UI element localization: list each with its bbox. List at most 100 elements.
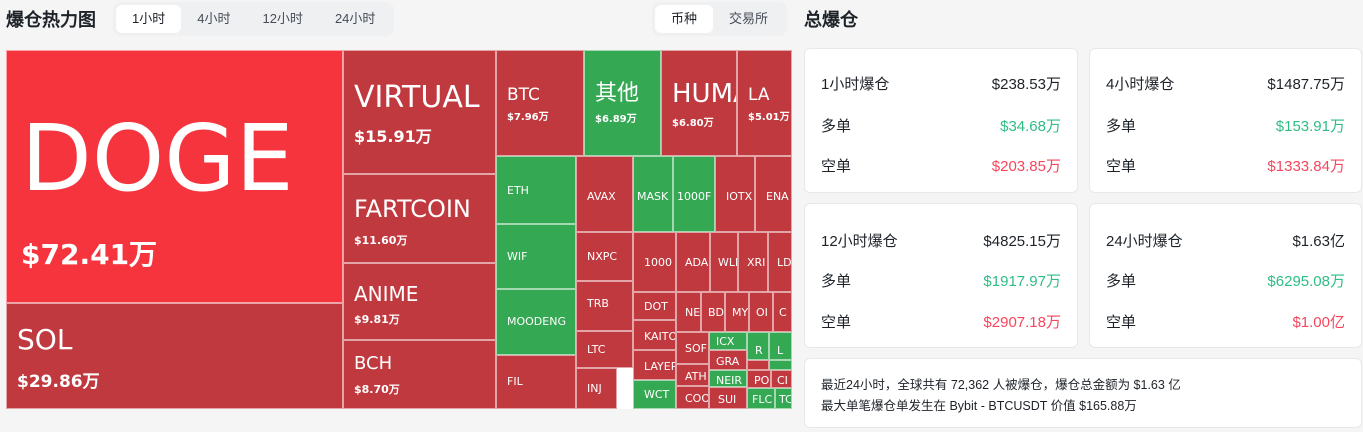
tile-symbol: SOF [685, 342, 707, 355]
tab-4h[interactable]: 4小时 [197, 11, 231, 26]
tab-12h[interactable]: 12小时 [262, 11, 303, 26]
heatmap-tile[interactable]: POI [747, 370, 771, 388]
heatmap-tile[interactable]: WIF [496, 224, 576, 289]
tile-symbol: TRB [587, 297, 609, 310]
card-total: $4825.15万 [983, 233, 1061, 250]
tile-symbol: NXPC [587, 250, 618, 263]
heatmap-tile[interactable] [747, 360, 769, 370]
tab-coin[interactable]: 币种 [655, 5, 714, 33]
heatmap-tile[interactable]: ICX [709, 332, 747, 350]
tile-symbol: LD [777, 256, 792, 269]
short-label: 空单 [821, 158, 852, 175]
tile-symbol: R [755, 344, 763, 357]
heatmap-tile[interactable]: KAITO [633, 320, 676, 350]
tile-symbol: ADA [685, 256, 709, 269]
tab-24h[interactable]: 24小时 [334, 11, 376, 26]
heatmap-tile[interactable]: FARTCOIN $11.60万 [343, 174, 496, 263]
heatmap-tile[interactable]: BD [701, 292, 725, 332]
heatmap-tile[interactable]: OI [749, 292, 773, 332]
tile-symbol: FIL [507, 375, 523, 388]
tile-symbol: BCH [354, 353, 393, 374]
heatmap-tile[interactable]: TRB [576, 281, 633, 331]
heatmap-tile[interactable]: FLC [747, 388, 775, 409]
heatmap-tile[interactable]: NEIR [709, 370, 747, 387]
tile-value: $29.86万 [17, 372, 100, 392]
tile-symbol: GRA [716, 355, 740, 368]
tile-symbol: INJ [587, 382, 602, 395]
heatmap-tile[interactable]: ATH [676, 364, 709, 386]
heatmap-tile[interactable]: WLI [710, 232, 738, 292]
long-amount: $34.68万 [1000, 118, 1061, 135]
heatmap-tile[interactable]: COO [676, 386, 709, 409]
heatmap-tile[interactable]: BCH $8.70万 [343, 340, 496, 409]
heatmap-tile[interactable]: WCT [633, 380, 676, 409]
summary-box: 最近24小时，全球共有 72,362 人被爆仓，爆仓总金额为 $1.63 亿 最… [804, 358, 1362, 428]
tile-symbol: HUMA [672, 79, 736, 109]
tile-value: $8.70万 [354, 383, 400, 396]
short-label: 空单 [821, 314, 852, 331]
heatmap-tile[interactable]: NE [676, 292, 701, 332]
tile-symbol: MASK [637, 190, 669, 203]
liquidation-heatmap: DOGE $72.41万 SOL $29.86万 VIRTUAL $15.91万 FARTC… [6, 50, 792, 409]
heatmap-tile[interactable]: VIRTUAL $15.91万 [343, 50, 496, 174]
card-total: $1.63亿 [1292, 233, 1345, 250]
tile-symbol: AVAX [587, 190, 616, 203]
heatmap-tile[interactable]: BTC $7.96万 [496, 50, 584, 156]
tile-value: $7.96万 [507, 112, 549, 123]
heatmap-tile[interactable]: MASK [633, 156, 673, 232]
heatmap-tile[interactable]: 1000 [633, 232, 676, 292]
heatmap-tile[interactable]: C [773, 292, 792, 332]
heatmap-tile[interactable]: SUI [709, 387, 747, 409]
heatmap-tile[interactable]: L [769, 332, 792, 360]
heatmap-tile[interactable]: MY [725, 292, 749, 332]
heatmap-tile[interactable]: ETH [496, 156, 576, 224]
heatmap-tile[interactable]: LA $5.01万 [737, 50, 792, 156]
heatmap-tile[interactable]: ANIME $9.81万 [343, 263, 496, 340]
summary-line-2: 最大单笔爆仓单发生在 Bybit - BTCUSDT 价值 $165.88万 [821, 399, 1137, 413]
heatmap-tile[interactable]: R [747, 332, 769, 360]
heatmap-tile[interactable]: DOT [633, 292, 676, 320]
tile-symbol: FLC [752, 393, 773, 406]
heatmap-tile[interactable] [769, 360, 792, 370]
tile-symbol: IOTX [726, 190, 753, 203]
long-amount: $6295.08万 [1267, 273, 1345, 290]
tile-symbol: XRI [747, 256, 766, 269]
heatmap-tile[interactable]: SOL $29.86万 [6, 303, 343, 409]
heatmap-tile[interactable]: FIL [496, 355, 576, 409]
long-label: 多单 [821, 273, 852, 290]
heatmap-tile[interactable]: 1000F [673, 156, 715, 232]
heatmap-tile[interactable]: CI [771, 370, 792, 388]
heatmap-tile[interactable]: LAYER [633, 350, 676, 380]
heatmap-tile[interactable]: LTC [576, 331, 633, 368]
tile-symbol: WIF [507, 250, 528, 263]
heatmap-tile[interactable]: HUMA $6.80万 [661, 50, 737, 156]
heatmap-tile[interactable]: LD [768, 232, 792, 292]
tile-symbol: NE [685, 306, 701, 319]
heatmap-tile[interactable]: AVAX [576, 156, 633, 232]
tile-symbol: SUI [718, 393, 737, 406]
heatmap-tile[interactable]: INJ [576, 368, 617, 409]
heatmap-tile[interactable]: MOODENG [496, 289, 576, 355]
tab-exchange[interactable]: 交易所 [729, 11, 769, 26]
tile-symbol: DOT [644, 300, 668, 313]
heatmap-tile[interactable]: GRA [709, 350, 747, 370]
heatmap-tile[interactable]: ADA [676, 232, 710, 292]
tab-1h[interactable]: 1小时 [116, 5, 182, 33]
view-tabs: 币种 交易所 [652, 2, 788, 36]
tile-symbol: BD [708, 306, 725, 319]
tile-symbol: MOODENG [507, 315, 566, 328]
card-label: 12小时爆仓 [821, 233, 898, 250]
heatmap-tile[interactable]: TC [775, 388, 792, 409]
heatmap-tile[interactable]: SOF [676, 332, 709, 364]
page-title: 爆仓热力图 [6, 10, 96, 30]
heatmap-tile[interactable]: IOTX [715, 156, 755, 232]
card-4h: 4小时爆仓 $1487.75万 多单 $153.91万 空单 $1333.84万 [1089, 48, 1362, 193]
tile-symbol: ENA [766, 190, 789, 203]
tile-symbol: NEIR [716, 374, 743, 387]
heatmap-tile[interactable]: XRI [738, 232, 768, 292]
heatmap-tile[interactable]: DOGE $72.41万 [6, 50, 343, 303]
tile-symbol: WCT [644, 388, 670, 401]
heatmap-tile[interactable]: ENA [755, 156, 792, 232]
heatmap-tile[interactable]: NXPC [576, 232, 633, 281]
heatmap-tile[interactable]: 其他 $6.89万 [584, 50, 661, 156]
